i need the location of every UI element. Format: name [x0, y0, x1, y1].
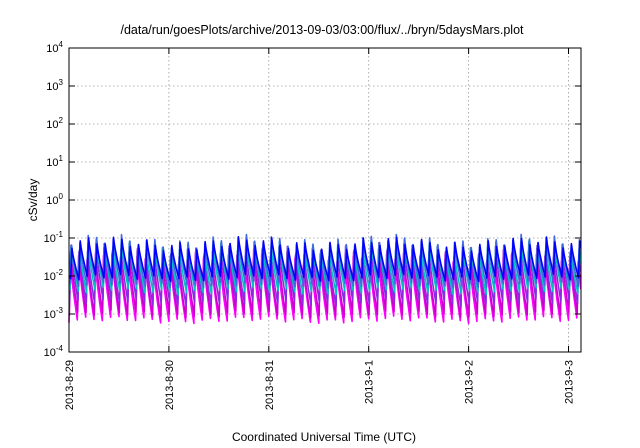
- y-tick-label: 100: [46, 192, 63, 207]
- x-tick-label: 2013-8-30: [164, 360, 176, 410]
- y-tick-label: 102: [46, 116, 63, 131]
- x-axis-label: Coordinated Universal Time (UTC): [232, 430, 416, 444]
- series-line: [69, 236, 582, 283]
- y-tick-label: 101: [46, 154, 63, 169]
- x-tick-label: 2013-9-1: [364, 360, 376, 404]
- y-tick-label: 10-2: [44, 268, 64, 283]
- x-tick-label: 2013-8-31: [264, 360, 276, 410]
- y-tick-label: 104: [46, 40, 63, 55]
- y-tick-label: 10-1: [44, 230, 64, 245]
- x-tick-label: 2013-8-29: [64, 360, 76, 410]
- y-tick-labels: 10-4 10-3 10-2 10-1 100 101 102 103 104: [44, 40, 64, 359]
- axis-ticks: [68, 47, 581, 353]
- y-axis-label: cSv/day: [26, 179, 40, 222]
- x-tick-labels: 2013-8-29 2013-8-30 2013-8-31 2013-9-1 2013-…: [64, 360, 576, 410]
- x-tick-label: 2013-9-3: [564, 360, 576, 404]
- y-tick-label: 10-3: [44, 306, 64, 321]
- series-line: [68, 233, 582, 289]
- x-tick-label: 2013-9-2: [464, 360, 476, 404]
- series-group: [68, 233, 582, 325]
- y-tick-label: 103: [46, 78, 63, 93]
- y-tick-label: 10-4: [44, 344, 64, 359]
- chart-title: /data/run/goesPlots/archive/2013-09-03/0…: [120, 23, 524, 37]
